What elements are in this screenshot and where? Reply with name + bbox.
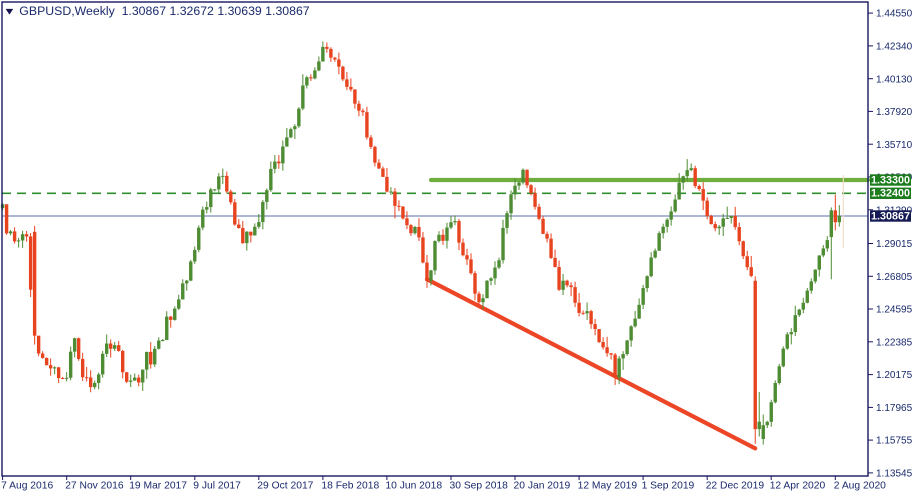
svg-text:22 Dec 2019: 22 Dec 2019	[706, 480, 765, 491]
svg-text:1.33300: 1.33300	[871, 174, 910, 186]
svg-text:10 Jun 2018: 10 Jun 2018	[385, 480, 442, 491]
svg-text:27 Nov 2016: 27 Nov 2016	[65, 480, 124, 491]
svg-text:1.24595: 1.24595	[876, 305, 913, 316]
svg-text:1.32400: 1.32400	[871, 188, 910, 200]
svg-text:9 Jul 2017: 9 Jul 2017	[193, 480, 241, 491]
svg-text:1.40130: 1.40130	[876, 74, 913, 85]
svg-text:12 May 2019: 12 May 2019	[578, 480, 638, 491]
svg-text:1.26805: 1.26805	[876, 272, 913, 283]
svg-text:19 Mar 2017: 19 Mar 2017	[129, 480, 187, 491]
svg-text:7 Aug 2016: 7 Aug 2016	[1, 480, 53, 491]
svg-text:1.29015: 1.29015	[876, 239, 913, 250]
svg-text:30 Sep 2018: 30 Sep 2018	[450, 480, 509, 491]
svg-text:1.42340: 1.42340	[876, 42, 913, 53]
svg-text:1.37920: 1.37920	[876, 107, 913, 118]
svg-text:1.35710: 1.35710	[876, 140, 913, 151]
svg-text:1.30867: 1.30867	[871, 210, 910, 222]
svg-text:20 Jan 2019: 20 Jan 2019	[514, 480, 571, 491]
svg-text:12 Apr 2020: 12 Apr 2020	[770, 480, 826, 491]
svg-text:1.44550: 1.44550	[876, 9, 913, 20]
svg-text:29 Oct 2017: 29 Oct 2017	[257, 480, 313, 491]
svg-text:1.13545: 1.13545	[876, 469, 913, 480]
svg-text:1.20175: 1.20175	[876, 370, 913, 381]
svg-text:1.15755: 1.15755	[876, 436, 913, 447]
svg-text:1.22385: 1.22385	[876, 337, 913, 348]
svg-text:1 Sep 2019: 1 Sep 2019	[642, 480, 695, 491]
svg-text:1.17965: 1.17965	[876, 403, 913, 414]
svg-text:2 Aug 2020: 2 Aug 2020	[834, 480, 886, 491]
svg-text:18 Feb 2018: 18 Feb 2018	[321, 480, 379, 491]
